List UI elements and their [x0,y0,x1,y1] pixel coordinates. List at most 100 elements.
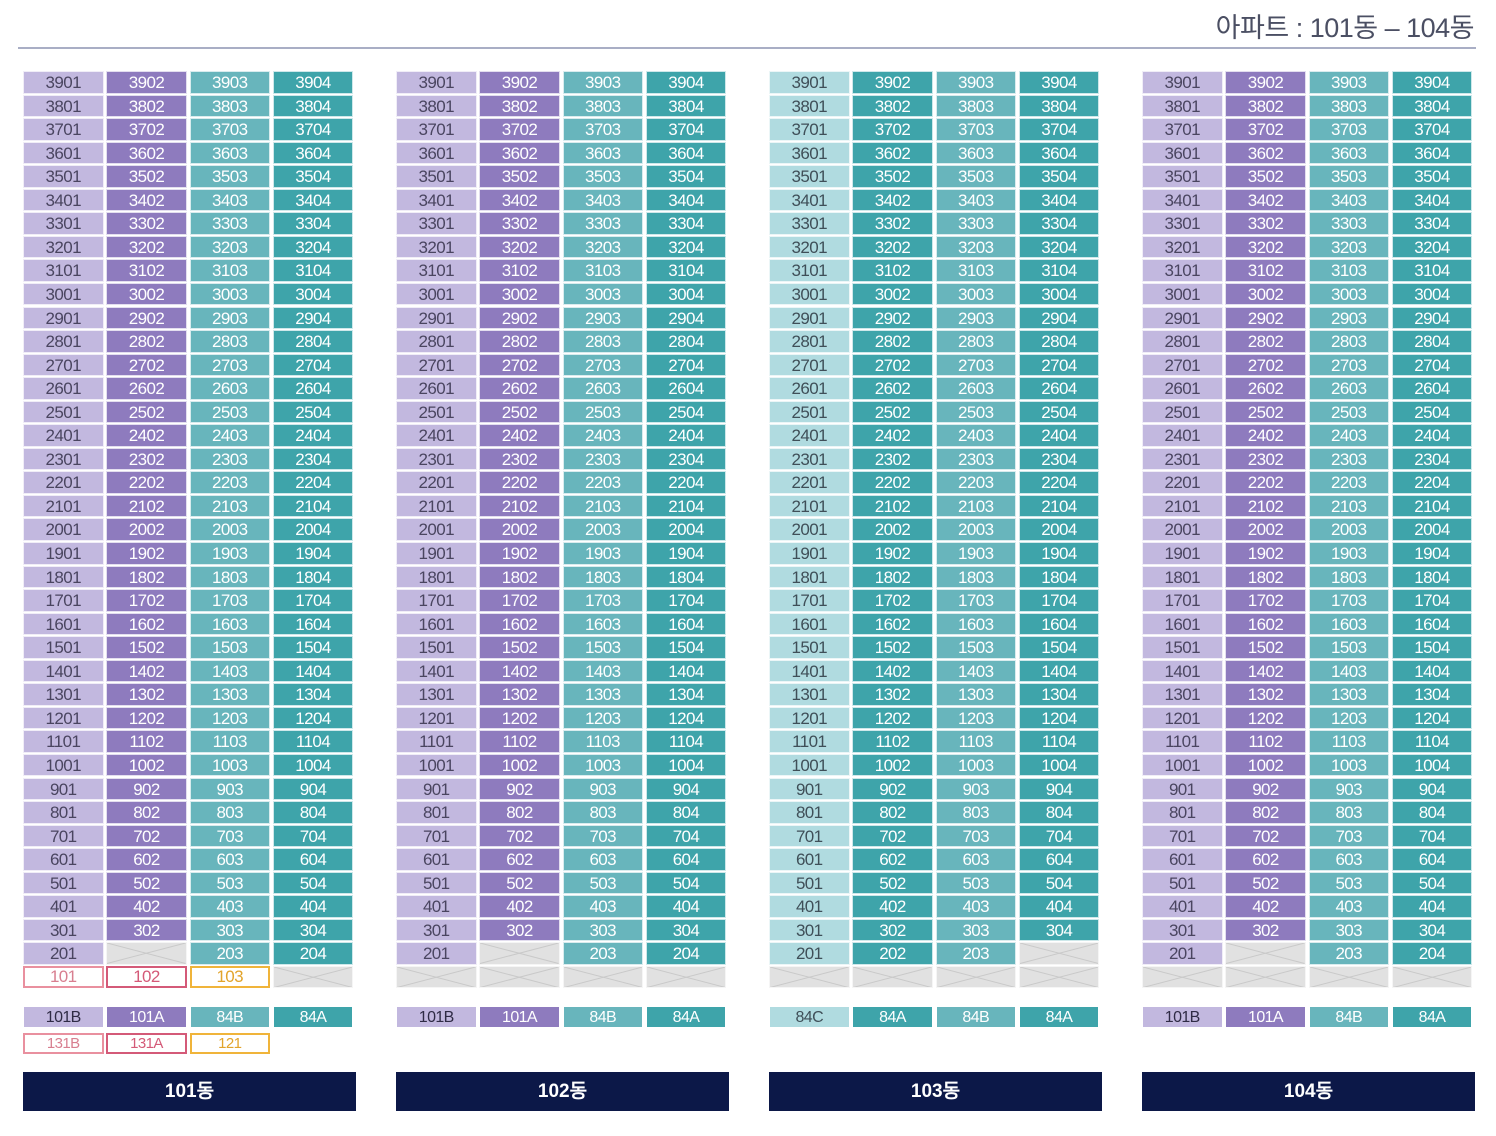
unit-2602[interactable]: 2602 [479,377,560,400]
unit-803[interactable]: 803 [1308,801,1389,824]
unit-502[interactable]: 502 [852,871,933,895]
unit-3202[interactable]: 3202 [1225,235,1306,259]
unit-1302[interactable]: 1302 [479,683,560,706]
unit-1004[interactable]: 1004 [1018,753,1100,777]
unit-3502[interactable]: 3502 [852,165,933,188]
unit-1901[interactable]: 1901 [769,542,850,565]
unit-2803[interactable]: 2803 [562,330,643,353]
unit-3102[interactable]: 3102 [106,259,187,282]
unit-1303[interactable]: 1303 [189,683,270,706]
unit-3701[interactable]: 3701 [1142,118,1223,141]
unit-1802[interactable]: 1802 [106,565,187,589]
unit-2401[interactable]: 2401 [23,424,104,447]
building-label[interactable]: 102동 [396,1072,729,1111]
unit-804[interactable]: 804 [1391,801,1473,824]
unit-3704[interactable]: 3704 [645,118,727,141]
unit-301[interactable]: 301 [769,918,850,942]
unit-3601[interactable]: 3601 [396,141,477,165]
unit-1702[interactable]: 1702 [852,589,933,612]
unit-3002[interactable]: 3002 [479,282,560,306]
unit-403[interactable]: 403 [935,895,1016,918]
unit-1401[interactable]: 1401 [23,659,104,683]
unit-901[interactable]: 901 [769,777,850,800]
unit-1502[interactable]: 1502 [479,636,560,659]
unit-2801[interactable]: 2801 [769,330,850,353]
unit-804[interactable]: 804 [645,801,727,824]
unit-3501[interactable]: 3501 [1142,165,1223,188]
unit-2503[interactable]: 2503 [189,400,270,424]
unit-1503[interactable]: 1503 [1308,636,1389,659]
unit-1704[interactable]: 1704 [645,589,727,612]
unit-3704[interactable]: 3704 [1391,118,1473,141]
unit-3404[interactable]: 3404 [1391,188,1473,212]
unit-3201[interactable]: 3201 [396,235,477,259]
unit-1403[interactable]: 1403 [562,659,643,683]
unit-201[interactable]: 201 [396,942,477,965]
unit-3702[interactable]: 3702 [479,118,560,141]
unit-1701[interactable]: 1701 [769,589,850,612]
unit-1203[interactable]: 1203 [1308,706,1389,730]
unit-3504[interactable]: 3504 [272,165,354,188]
unit-3003[interactable]: 3003 [935,282,1016,306]
unit-3004[interactable]: 3004 [645,282,727,306]
unit-1604[interactable]: 1604 [1391,612,1473,636]
unit-1002[interactable]: 1002 [106,753,187,777]
unit-204[interactable]: 204 [272,942,354,965]
unit-3204[interactable]: 3204 [272,235,354,259]
unit-3301[interactable]: 3301 [396,212,477,235]
unit-2002[interactable]: 2002 [852,518,933,541]
unit-904[interactable]: 904 [272,777,354,800]
unit-3401[interactable]: 3401 [396,188,477,212]
unit-902[interactable]: 902 [106,777,187,800]
unit-2902[interactable]: 2902 [1225,306,1306,329]
unit-2003[interactable]: 2003 [935,518,1016,541]
unit-3802[interactable]: 3802 [1225,94,1306,118]
unit-201[interactable]: 201 [769,942,850,965]
unit-1701[interactable]: 1701 [396,589,477,612]
unit-2503[interactable]: 2503 [1308,400,1389,424]
unit-3804[interactable]: 3804 [1018,94,1100,118]
unit-803[interactable]: 803 [189,801,270,824]
unit-903[interactable]: 903 [1308,777,1389,800]
unit-201[interactable]: 201 [23,942,104,965]
unit-3602[interactable]: 3602 [106,141,187,165]
unit-1801[interactable]: 1801 [769,565,850,589]
unit-1304[interactable]: 1304 [1018,683,1100,706]
unit-802[interactable]: 802 [479,801,560,824]
unit-3704[interactable]: 3704 [272,118,354,141]
unit-2104[interactable]: 2104 [272,494,354,518]
unit-2904[interactable]: 2904 [272,306,354,329]
unit-2104[interactable]: 2104 [1391,494,1473,518]
unit-2501[interactable]: 2501 [769,400,850,424]
unit-304[interactable]: 304 [1391,918,1473,942]
unit-3401[interactable]: 3401 [23,188,104,212]
unit-2402[interactable]: 2402 [479,424,560,447]
unit-1203[interactable]: 1203 [189,706,270,730]
unit-3902[interactable]: 3902 [479,71,560,94]
unit-1304[interactable]: 1304 [645,683,727,706]
unit-903[interactable]: 903 [189,777,270,800]
unit-1004[interactable]: 1004 [1391,753,1473,777]
unit-2902[interactable]: 2902 [479,306,560,329]
unit-903[interactable]: 903 [562,777,643,800]
unit-1204[interactable]: 1204 [645,706,727,730]
unit-1602[interactable]: 1602 [1225,612,1306,636]
unit-1902[interactable]: 1902 [106,542,187,565]
unit-1903[interactable]: 1903 [1308,542,1389,565]
unit-2501[interactable]: 2501 [1142,400,1223,424]
unit-1302[interactable]: 1302 [106,683,187,706]
unit-2202[interactable]: 2202 [479,471,560,494]
unit-3304[interactable]: 3304 [1018,212,1100,235]
unit-2302[interactable]: 2302 [106,447,187,471]
unit-801[interactable]: 801 [23,801,104,824]
unit-2101[interactable]: 2101 [23,494,104,518]
unit-1102[interactable]: 1102 [852,730,933,753]
unit-2003[interactable]: 2003 [189,518,270,541]
unit-704[interactable]: 704 [272,824,354,848]
unit-2602[interactable]: 2602 [1225,377,1306,400]
unit-1703[interactable]: 1703 [1308,589,1389,612]
unit-602[interactable]: 602 [852,848,933,871]
unit-1304[interactable]: 1304 [1391,683,1473,706]
unit-3501[interactable]: 3501 [23,165,104,188]
unit-604[interactable]: 604 [272,848,354,871]
